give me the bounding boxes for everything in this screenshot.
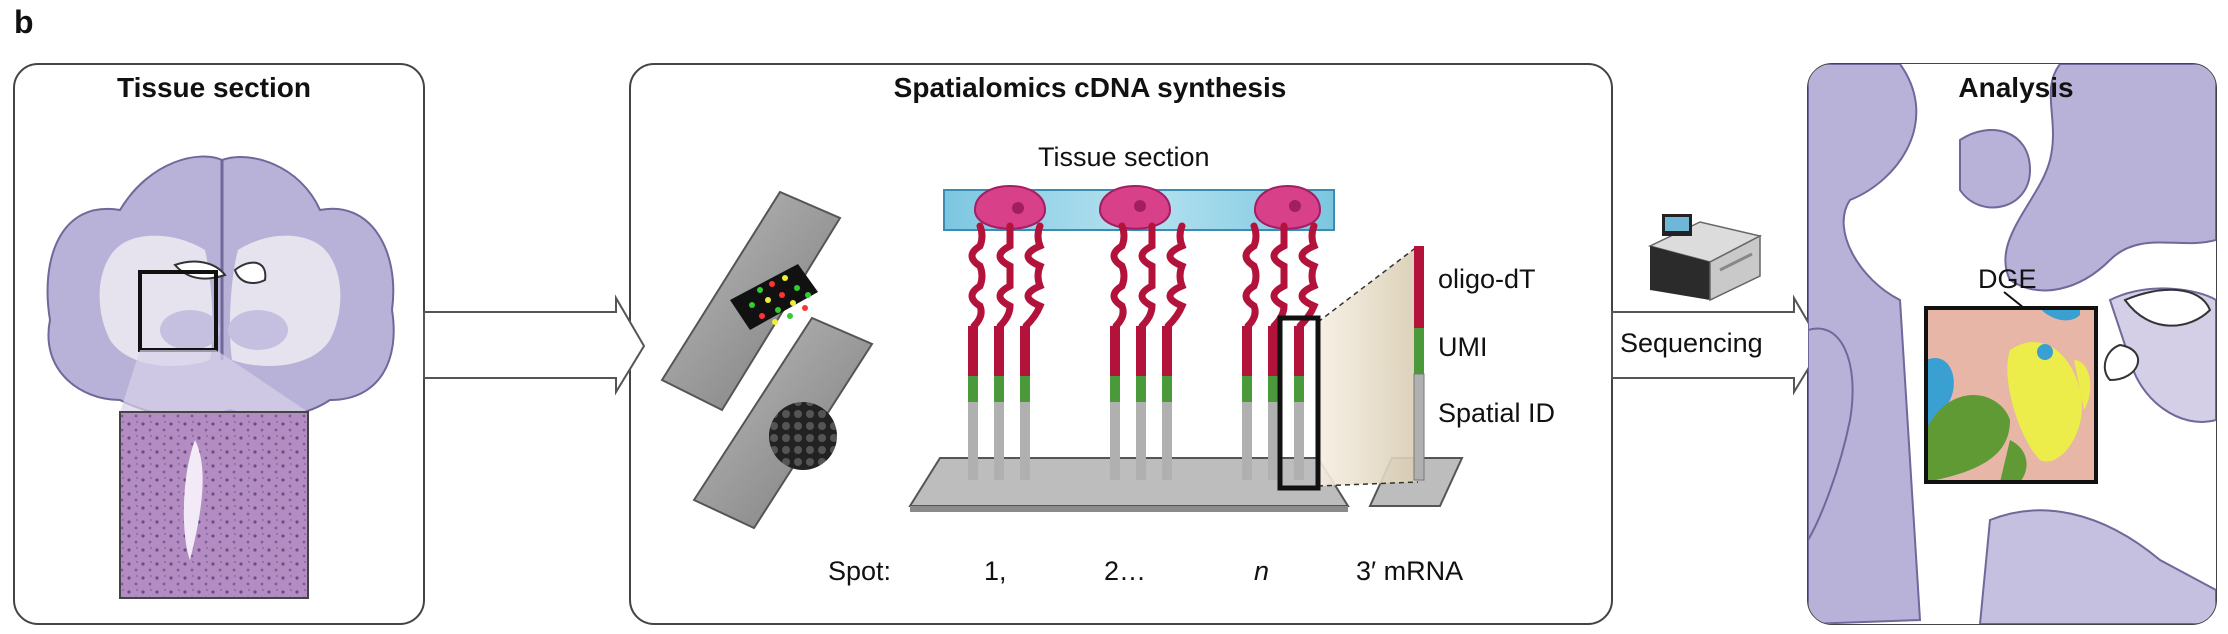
probe-umi-segment — [1294, 376, 1304, 402]
probe-spatial-id-segment — [1242, 402, 1252, 480]
probe-spatial-id-segment — [1294, 402, 1304, 480]
mrna-strand — [1110, 222, 1128, 330]
probe-umi-segment — [968, 376, 978, 402]
probe-umi-segment — [1136, 376, 1146, 402]
probe-umi-segment — [1268, 376, 1278, 402]
probe-oligo-dt-segment — [1268, 326, 1278, 376]
dge-label: DGE — [1978, 264, 2037, 294]
spot-1-label: 1, — [984, 556, 1007, 586]
probe-oligo-dt-segment — [994, 326, 1004, 376]
analysis-panel-title: Analysis — [1958, 72, 2074, 103]
probe-spatial-id-segment — [1136, 402, 1146, 480]
probe-umi-segment — [994, 376, 1004, 402]
brain-section — [46, 155, 395, 418]
tissue-panel-title: Tissue section — [116, 72, 312, 103]
analysis-brain — [1808, 64, 2216, 624]
spot-n-label: n — [1254, 556, 1270, 586]
spot-label: Spot: — [828, 556, 892, 586]
mrna-strand — [1022, 222, 1045, 330]
panel-letter: b — [14, 4, 34, 40]
probe-oligo-dt-segment — [1162, 326, 1172, 376]
probe-spatial-id-segment — [1268, 402, 1278, 480]
sequencing-label: Sequencing — [1620, 328, 1763, 358]
synthesis-panel-title: Spatialomics cDNA synthesis — [893, 72, 1287, 103]
probe-oligo-dt-segment — [1242, 326, 1252, 376]
slide-bottom — [692, 316, 874, 530]
probe-oligo-dt-segment — [968, 326, 978, 376]
he-stain-image — [119, 411, 309, 599]
mrna-strand — [1296, 222, 1319, 330]
probe-oligo-dt-segment — [1110, 326, 1120, 376]
capture-probes — [968, 222, 1319, 480]
sequencer-icon — [1647, 214, 1763, 302]
probe-umi-segment — [1020, 376, 1030, 402]
mrna-strand — [1164, 222, 1187, 330]
probe-oligo-dt-segment — [1294, 326, 1304, 376]
arrow-1 — [423, 294, 646, 396]
probe-spatial-id-segment — [1020, 402, 1030, 480]
spot-2-label: 2… — [1104, 556, 1147, 586]
dge-region — [1924, 306, 2098, 484]
mrna-label: 3′ mRNA — [1356, 556, 1464, 586]
probe-oligo-dt-segment — [1136, 326, 1146, 376]
slide-top — [660, 190, 842, 412]
zoom-projection — [1318, 246, 1418, 486]
mrna-strand — [996, 222, 1014, 330]
legend-probe — [1413, 246, 1425, 481]
probe-spatial-id-segment — [968, 402, 978, 480]
brain-zoom-cone — [120, 350, 308, 412]
mrna-strand — [968, 222, 986, 330]
probe-spatial-id-segment — [1110, 402, 1120, 480]
mrna-strand — [1242, 222, 1260, 330]
mrna-strand — [1138, 222, 1156, 330]
oligo-dt-label: oligo-dT — [1438, 264, 1536, 294]
probe-umi-segment — [1242, 376, 1252, 402]
mrna-strand — [1270, 222, 1288, 330]
tissue-section-label: Tissue section — [1038, 142, 1210, 172]
probe-spatial-id-segment — [1162, 402, 1172, 480]
probe-oligo-dt-segment — [1020, 326, 1030, 376]
umi-label: UMI — [1438, 332, 1488, 362]
probe-zoom-box — [1277, 315, 1321, 491]
probe-umi-segment — [1110, 376, 1120, 402]
dge-box — [1924, 306, 2098, 484]
probe-spatial-id-segment — [994, 402, 1004, 480]
spatial-id-label: Spatial ID — [1438, 398, 1556, 428]
cells — [973, 185, 1322, 230]
probe-umi-segment — [1162, 376, 1172, 402]
